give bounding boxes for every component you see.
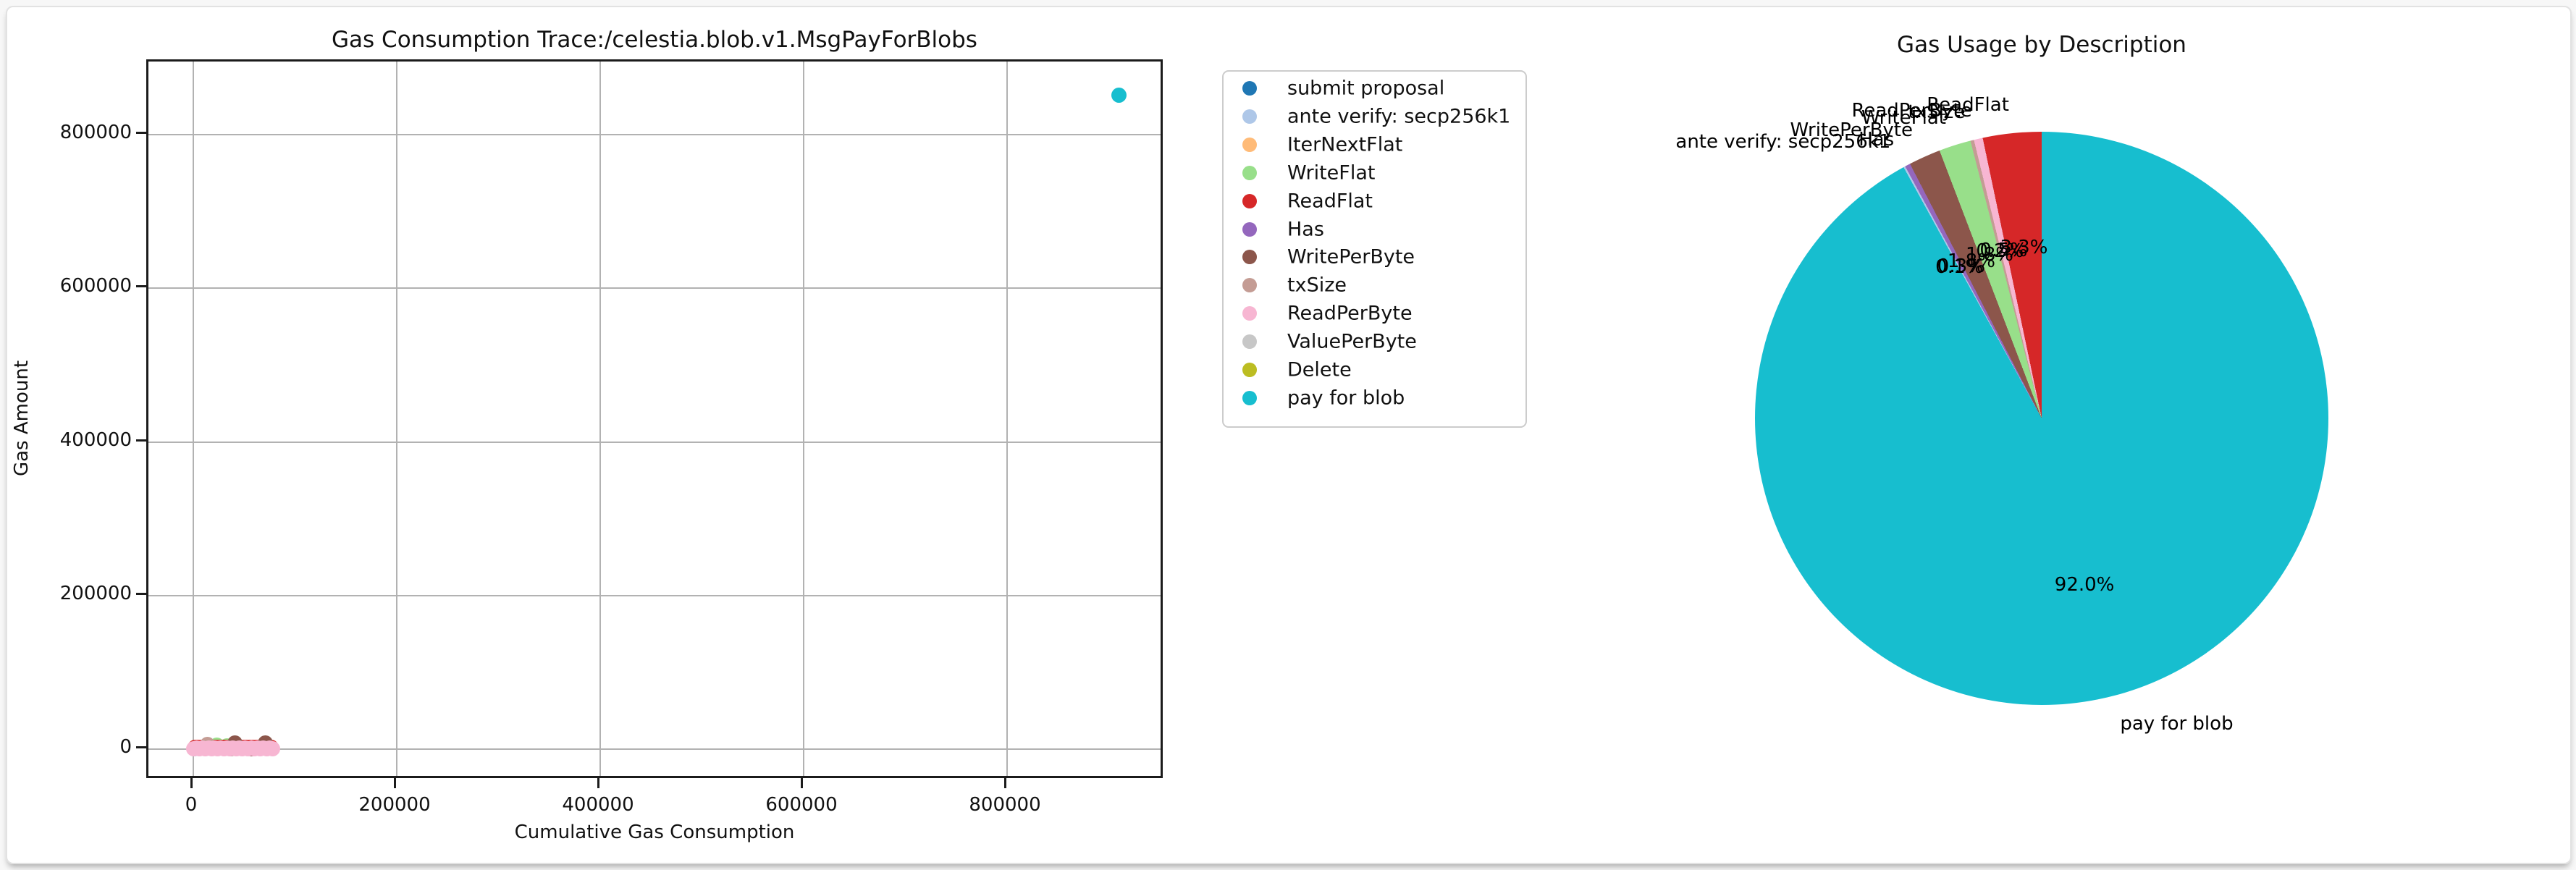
legend-item-label: txSize <box>1287 274 1347 297</box>
x-tick-mark <box>190 778 193 788</box>
y-tick-mark <box>136 439 146 442</box>
legend-item-label: Has <box>1287 218 1324 240</box>
y-tick-label: 0 <box>119 736 132 758</box>
pie-pct-label: 0.2% <box>1976 240 2024 263</box>
legend-marker-icon <box>1242 363 1257 377</box>
pie-pct-label: 1.8% <box>1947 250 1995 273</box>
y-tick-mark <box>136 592 146 595</box>
scatter-plot-area <box>146 59 1163 778</box>
legend-marker-icon <box>1242 390 1257 405</box>
pie-slice-label: txSize <box>1908 101 1966 124</box>
legend-marker-icon <box>1242 81 1257 96</box>
legend-item: txSize <box>1224 271 1525 299</box>
pie-slice-label: pay for blob <box>2120 712 2234 735</box>
legend-item-label: IterNextFlat <box>1287 133 1403 156</box>
legend-item: submit proposal <box>1224 75 1525 102</box>
pie-slice-label: Has <box>1859 129 1895 151</box>
y-gridline <box>148 134 1161 135</box>
legend-marker-icon <box>1242 250 1257 265</box>
legend-item: IterNextFlat <box>1224 131 1525 159</box>
y-gridline <box>148 748 1161 750</box>
y-tick-mark <box>136 285 146 288</box>
legend-item-label: ReadPerByte <box>1287 302 1413 325</box>
y-tick-mark <box>136 746 146 748</box>
legend-item-label: ValuePerByte <box>1287 330 1417 353</box>
legend-marker-icon <box>1242 165 1257 180</box>
legend-item-label: ReadFlat <box>1287 190 1373 213</box>
pie-pct-label: 92.0% <box>2054 574 2115 596</box>
y-tick-label: 400000 <box>59 428 132 451</box>
y-gridline <box>148 441 1161 443</box>
y-tick-mark <box>136 132 146 134</box>
pie-slice-label: ReadPerByte <box>1851 100 1972 122</box>
legend-marker-icon <box>1242 334 1257 350</box>
x-tick-label: 600000 <box>765 794 838 816</box>
legend-item: pay for blob <box>1224 384 1525 412</box>
pie-pct-label: 3.3% <box>2000 236 2048 258</box>
legend-item: WriteFlat <box>1224 159 1525 187</box>
legend-marker-icon <box>1242 109 1257 124</box>
x-tick-mark <box>1004 778 1006 788</box>
y-gridline <box>148 287 1161 290</box>
legend-marker-icon <box>1242 221 1257 237</box>
pie-pct-label: 1.8% <box>1965 243 2014 266</box>
y-tick-label: 200000 <box>59 582 132 604</box>
x-gridline <box>396 62 397 776</box>
pie-pct-label: 0.3% <box>1937 255 1985 278</box>
x-tick-mark <box>597 778 599 788</box>
y-axis-label: Gas Amount <box>11 360 33 477</box>
y-tick-label: 800000 <box>59 122 132 143</box>
x-tick-mark <box>394 778 396 788</box>
legend-marker-icon <box>1242 278 1257 293</box>
legend-item: ValuePerByte <box>1224 328 1525 355</box>
legend-marker-icon <box>1242 306 1257 321</box>
pie-title: Gas Usage by Description <box>1897 32 2186 58</box>
legend-item-label: submit proposal <box>1287 77 1445 100</box>
legend-item: Delete <box>1224 356 1525 384</box>
x-gridline <box>193 62 194 776</box>
pie-pct-label: 0.5% <box>1979 240 2028 262</box>
scatter-point <box>265 740 281 756</box>
legend-item-label: WriteFlat <box>1287 161 1376 185</box>
pie-slice-label: ReadFlat <box>1927 93 2009 116</box>
legend-item-label: ante verify: secp256k1 <box>1287 105 1511 128</box>
scatter-point <box>1111 88 1127 104</box>
x-tick-label: 200000 <box>358 794 431 816</box>
pie-pct-label: 0.1% <box>1935 256 1984 279</box>
y-gridline <box>148 594 1161 596</box>
legend-marker-icon <box>1242 137 1257 152</box>
pie-slice-label: WritePerByte <box>1790 119 1913 142</box>
x-tick-label: 800000 <box>969 794 1041 816</box>
legend-item: Has <box>1224 216 1525 243</box>
legend-item: ReadFlat <box>1224 187 1525 215</box>
x-gridline <box>803 62 804 776</box>
pie-chart <box>1755 132 2328 705</box>
scatter-title: Gas Consumption Trace:/celestia.blob.v1.… <box>332 27 977 53</box>
legend-item-label: WritePerByte <box>1287 245 1415 269</box>
y-tick-label: 600000 <box>59 275 132 297</box>
legend-item: ReadPerByte <box>1224 300 1525 327</box>
legend-marker-icon <box>1242 193 1257 208</box>
x-tick-mark <box>801 778 803 788</box>
pie-slice-label: WriteFlat <box>1861 106 1946 129</box>
x-axis-label: Cumulative Gas Consumption <box>514 822 795 843</box>
legend-item: ante verify: secp256k1 <box>1224 103 1525 130</box>
legend-item: WritePerByte <box>1224 243 1525 271</box>
pie-slice-label: ante verify: secp256k1 <box>1675 130 1891 153</box>
legend-item-label: Delete <box>1287 358 1352 381</box>
x-tick-label: 400000 <box>562 794 634 816</box>
x-gridline <box>1006 62 1008 776</box>
x-tick-label: 0 <box>185 794 198 816</box>
legend-item-label: pay for blob <box>1287 387 1405 410</box>
x-gridline <box>599 62 601 776</box>
legend: submit proposal ante verify: secp256k1 Ite… <box>1222 70 1527 428</box>
